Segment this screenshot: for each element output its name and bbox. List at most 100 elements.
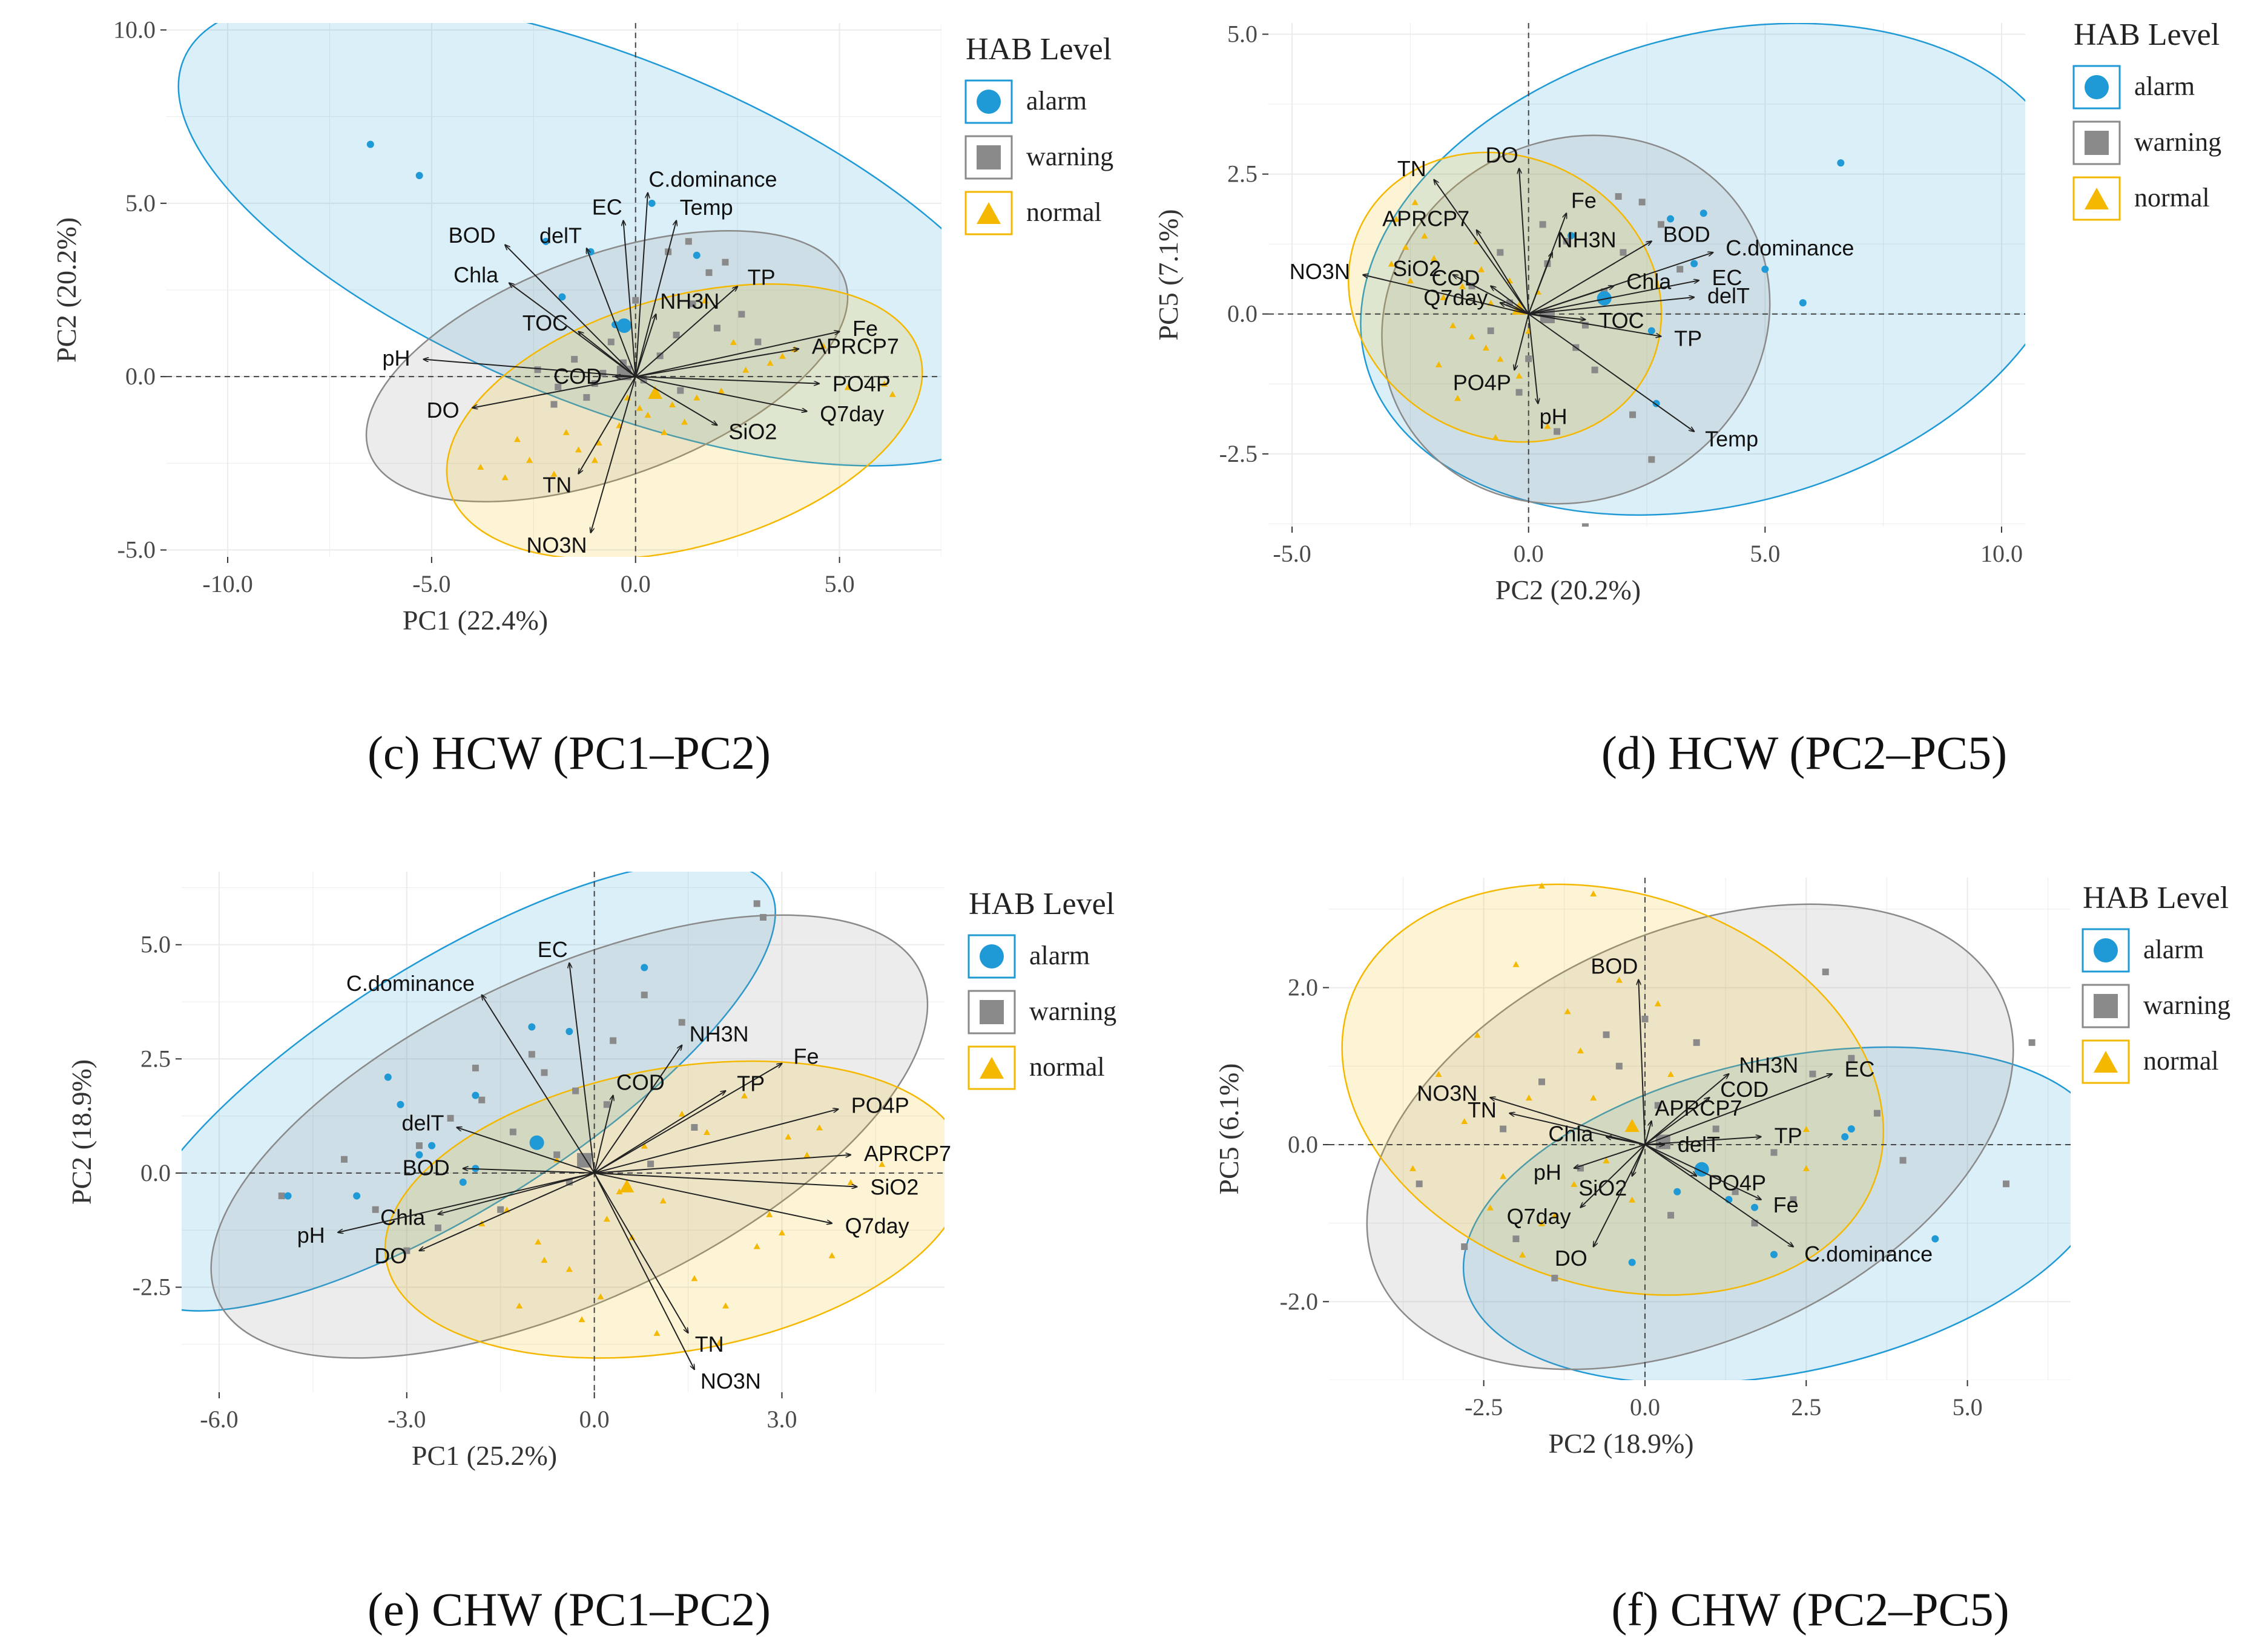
- variable-label: delT: [539, 223, 582, 248]
- point-warning: [497, 1206, 504, 1213]
- x-tick-label: 0.0: [579, 1406, 610, 1433]
- point-normal: [828, 1252, 836, 1258]
- point-normal: [881, 380, 888, 387]
- loading-arrow-TN: [1509, 1113, 1646, 1145]
- biplot-panel-3: EC C.dominance NH3N Fe COD TP PO4P delT APRCP7 BO…: [66, 872, 1116, 1636]
- point-alarm: [415, 172, 423, 179]
- point-normal: [741, 1092, 748, 1099]
- point-normal: [1468, 333, 1475, 340]
- point-warning: [555, 383, 562, 390]
- point-alarm: [1628, 1258, 1636, 1266]
- variable-label: Chla: [1548, 1122, 1594, 1146]
- point-normal: [501, 474, 509, 481]
- point-warning: [620, 359, 627, 366]
- point-warning: [1581, 523, 1589, 527]
- variable-label: TP: [748, 265, 776, 290]
- point-normal: [1512, 961, 1520, 967]
- y-tick-label: 2.0: [1288, 974, 1318, 1001]
- legend-label: warning: [1026, 142, 1113, 171]
- legend: HAB Level alarm warning normal: [964, 32, 1113, 235]
- point-warning: [534, 366, 541, 373]
- variable-label: C.dominance: [346, 971, 475, 996]
- x-axis-title: PC2 (20.2%): [1495, 574, 1641, 605]
- x-axis-title: PC1 (22.4%): [403, 605, 548, 636]
- point-normal: [1430, 255, 1437, 261]
- point-warning: [656, 352, 664, 360]
- loading-arrow-NO3N: [1490, 1097, 1646, 1145]
- point-normal: [722, 1302, 730, 1309]
- legend-label: warning: [1029, 996, 1116, 1026]
- loading-arrow-TN: [1434, 180, 1529, 315]
- loading-arrow-BOD: [505, 245, 636, 377]
- loading-arrow-TP: [635, 286, 737, 377]
- point-normal: [1449, 322, 1457, 329]
- point-alarm: [459, 1178, 467, 1186]
- point-normal: [659, 1197, 667, 1204]
- point-warning: [541, 1069, 548, 1076]
- legend-label: alarm: [1029, 941, 1090, 970]
- loading-arrow-COD: [1644, 1097, 1710, 1145]
- point-normal: [1482, 344, 1489, 351]
- variable-label: TN: [542, 473, 572, 498]
- loading-arrow-Q7day: [635, 376, 807, 411]
- panel-caption: (d) HCW (PC2–PC5): [1601, 726, 2007, 779]
- loading-arrow-Q7day: [1580, 1144, 1646, 1208]
- point-alarm: [428, 1142, 436, 1150]
- point-normal: [513, 436, 521, 442]
- variable-label: Fe: [793, 1044, 819, 1069]
- loading-arrow-BOD: [1638, 980, 1646, 1145]
- mean-marker-alarm: [529, 1135, 544, 1150]
- point-warning: [599, 369, 607, 377]
- point-warning: [434, 1224, 441, 1231]
- point-normal: [820, 342, 827, 349]
- point-normal: [691, 1275, 698, 1281]
- legend-square-icon: [2085, 131, 2109, 155]
- point-normal: [591, 456, 598, 463]
- loading-arrow-Chla: [509, 283, 636, 377]
- variable-label: C.dominance: [1726, 235, 1854, 260]
- variable-label: delT: [402, 1111, 444, 1136]
- x-axis-title: PC2 (18.9%): [1548, 1428, 1693, 1459]
- variable-label: APRCP7: [812, 334, 899, 359]
- point-warning: [1693, 1039, 1700, 1046]
- y-axis-title: PC5 (7.1%): [1153, 209, 1184, 340]
- point-normal: [1538, 1220, 1546, 1226]
- point-warning: [1581, 321, 1589, 329]
- point-normal: [704, 1129, 711, 1135]
- variable-label: NH3N: [660, 289, 719, 314]
- legend-square-icon: [977, 145, 1001, 169]
- point-normal: [1525, 1094, 1532, 1101]
- legend-label: alarm: [2143, 935, 2204, 964]
- panel-caption: (f) CHW (PC2–PC5): [1611, 1583, 2009, 1636]
- variable-label: delT: [1678, 1132, 1720, 1157]
- point-normal: [1500, 1173, 1507, 1179]
- variable-label: TN: [1397, 156, 1426, 181]
- variable-label: DO: [1486, 142, 1518, 167]
- point-warning: [1554, 428, 1561, 435]
- point-warning: [673, 331, 680, 338]
- point-warning: [591, 380, 598, 387]
- loading-arrow-TN: [593, 1173, 688, 1333]
- variable-label: delT: [1707, 283, 1750, 308]
- loading-arrow-delT: [1528, 297, 1694, 315]
- loading-arrow-Q7day: [594, 1172, 832, 1223]
- point-warning: [1641, 1015, 1649, 1022]
- mean-marker-alarm: [616, 318, 631, 333]
- ellipse-warning: [1381, 134, 1771, 505]
- point-warning: [1712, 1125, 1719, 1133]
- point-alarm: [1847, 1125, 1855, 1133]
- variable-label: BOD: [1663, 222, 1710, 246]
- point-warning: [2028, 1039, 2036, 1046]
- point-normal: [766, 360, 774, 366]
- grid: [182, 872, 944, 1392]
- point-warning: [640, 377, 647, 384]
- point-normal: [1406, 277, 1414, 284]
- point-normal: [1421, 232, 1428, 239]
- variable-label: APRCP7: [864, 1141, 951, 1166]
- point-warning: [1615, 193, 1622, 200]
- point-normal: [668, 401, 676, 407]
- variable-label: pH: [297, 1223, 325, 1248]
- loading-arrow-Q7day: [1500, 303, 1529, 315]
- point-warning: [753, 900, 760, 907]
- loading-arrow-Fe: [594, 1064, 782, 1174]
